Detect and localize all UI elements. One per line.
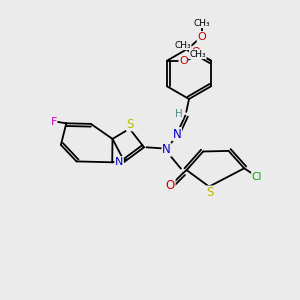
Text: O: O [192,47,200,57]
Text: CH₃: CH₃ [190,50,206,58]
Text: S: S [127,118,134,131]
Text: S: S [206,186,213,199]
Text: O: O [179,56,188,66]
Text: Cl: Cl [252,172,262,182]
Text: O: O [166,179,175,192]
Text: F: F [50,117,57,127]
Text: N: N [162,143,171,156]
Text: O: O [197,32,206,42]
Text: H: H [175,109,183,119]
Text: CH₃: CH₃ [193,19,210,28]
Text: N: N [115,157,123,167]
Text: N: N [172,128,182,141]
Text: CH₃: CH₃ [174,40,191,50]
